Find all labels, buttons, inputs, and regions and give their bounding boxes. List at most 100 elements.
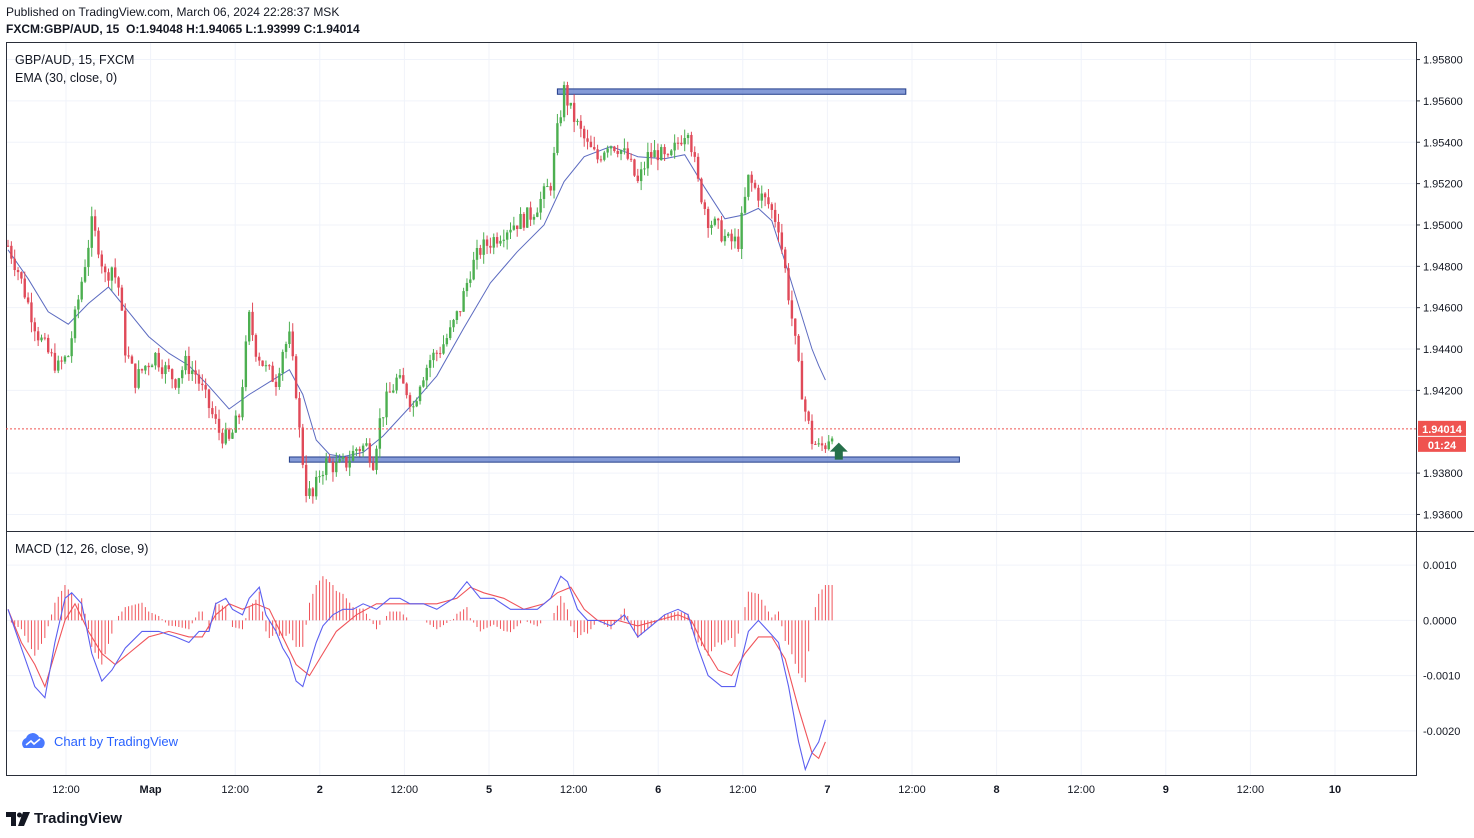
candle-body	[388, 391, 392, 393]
time-axis[interactable]: 12:00 Мар 12:00 2 12:00 5 12:00 6 12:00 7 12:00 8 12…	[52, 784, 1341, 796]
candle-body	[137, 369, 140, 388]
candle-body	[505, 232, 509, 240]
candle-body	[740, 212, 743, 249]
candle-body	[130, 356, 134, 364]
candle-body	[271, 365, 274, 382]
tradingview-logo-icon	[6, 811, 30, 826]
candle-body	[660, 147, 663, 161]
candle-body	[569, 102, 572, 106]
candle-body	[706, 208, 710, 229]
candle-body	[77, 299, 80, 310]
candle-body	[820, 443, 824, 446]
candle-body	[737, 236, 740, 249]
candle-body	[170, 369, 174, 380]
tradingview-brand[interactable]: TradingView	[6, 810, 122, 827]
candle-body	[599, 159, 603, 161]
chart-by-tradingview-link[interactable]: Chart by TradingView	[20, 732, 178, 750]
price-tick-label: 1.94400	[1423, 344, 1463, 356]
symbol-legend[interactable]: GBP/AUD, 15, FXCM	[15, 53, 134, 67]
price-tick-label: 1.93600	[1423, 509, 1463, 521]
candle-body	[237, 415, 241, 418]
candle-body	[723, 235, 727, 242]
candle-body	[753, 182, 757, 188]
candle-body	[13, 258, 16, 271]
candle-body	[556, 123, 559, 153]
candle-body	[50, 352, 53, 354]
candle-body	[720, 220, 723, 242]
candle-body	[522, 213, 526, 228]
candle-body	[281, 351, 284, 374]
candle-body	[140, 369, 144, 371]
candle-body	[757, 187, 760, 201]
candle-body	[583, 128, 586, 139]
candle-body	[428, 360, 432, 368]
candle-body	[693, 152, 696, 157]
candle-body	[713, 218, 717, 225]
time-tick-label: 12:00	[560, 784, 588, 796]
macd-axis[interactable]: 0.0010 0.0000 -0.0010 -0.0020	[1423, 560, 1460, 738]
candle-body	[613, 146, 616, 152]
candle-body	[395, 377, 398, 391]
candle-body	[743, 196, 747, 213]
candle-body	[301, 427, 304, 465]
candle-body	[536, 212, 539, 217]
candle-body	[97, 230, 100, 255]
candle-body	[770, 204, 773, 210]
candle-body	[402, 375, 405, 384]
candle-body	[579, 120, 583, 129]
horizontal-zones[interactable]	[288, 88, 960, 463]
price-axis[interactable]: 1.95800 1.95600 1.95400 1.95200 1.95000 1.948…	[1416, 55, 1463, 522]
candle-body	[194, 370, 197, 375]
low-label: L:	[245, 22, 257, 36]
brand-text: TradingView	[34, 810, 123, 827]
ema-legend[interactable]: EMA (30, close, 0)	[15, 71, 117, 85]
candle-body	[361, 445, 365, 452]
candle-body	[633, 159, 636, 176]
candle-body	[462, 291, 465, 312]
countdown-text: 01:24	[1428, 440, 1457, 452]
ema-line	[7, 145, 826, 458]
candle-body	[375, 448, 378, 470]
candle-body	[284, 344, 288, 352]
candle-body	[666, 154, 670, 156]
published-line: Published on TradingView.com, March 06, …	[6, 5, 340, 19]
candle-body	[572, 102, 576, 122]
candle-body	[16, 270, 20, 273]
candle-body	[810, 420, 814, 444]
macd-legend[interactable]: MACD (12, 26, close, 9)	[15, 542, 148, 556]
candle-body	[294, 356, 298, 399]
candle-body	[47, 337, 50, 353]
zone-rectangle	[288, 456, 960, 463]
candle-body	[177, 378, 181, 388]
candle-body	[23, 278, 26, 298]
candle-body	[120, 287, 124, 311]
candle-body	[214, 414, 217, 419]
candle-body	[807, 411, 810, 421]
candle-body	[328, 458, 331, 463]
candle-body	[80, 281, 83, 300]
candle-body	[619, 150, 623, 154]
candle-body	[398, 375, 402, 378]
candle-body	[107, 272, 110, 281]
candle-body	[10, 245, 13, 259]
price-badge-box	[1418, 420, 1466, 436]
candle-body	[164, 365, 167, 375]
candle-body	[827, 441, 830, 450]
candle-body	[800, 360, 804, 400]
candle-body	[532, 216, 536, 220]
candle-body	[234, 415, 237, 433]
candle-body	[750, 174, 753, 183]
price-tick-label: 1.95400	[1423, 137, 1463, 149]
macd-lines	[7, 575, 826, 772]
candle-body	[147, 365, 150, 368]
signal-arrow	[829, 442, 848, 460]
candle-body	[341, 456, 345, 459]
price-tick-label: 1.95600	[1423, 96, 1463, 108]
time-tick-label: 9	[1163, 784, 1169, 796]
macd-tick-label: -0.0020	[1423, 726, 1460, 738]
candle-body	[308, 488, 311, 496]
candle-body	[20, 272, 23, 279]
time-tick-label: 6	[655, 784, 661, 796]
candle-body	[244, 341, 248, 388]
